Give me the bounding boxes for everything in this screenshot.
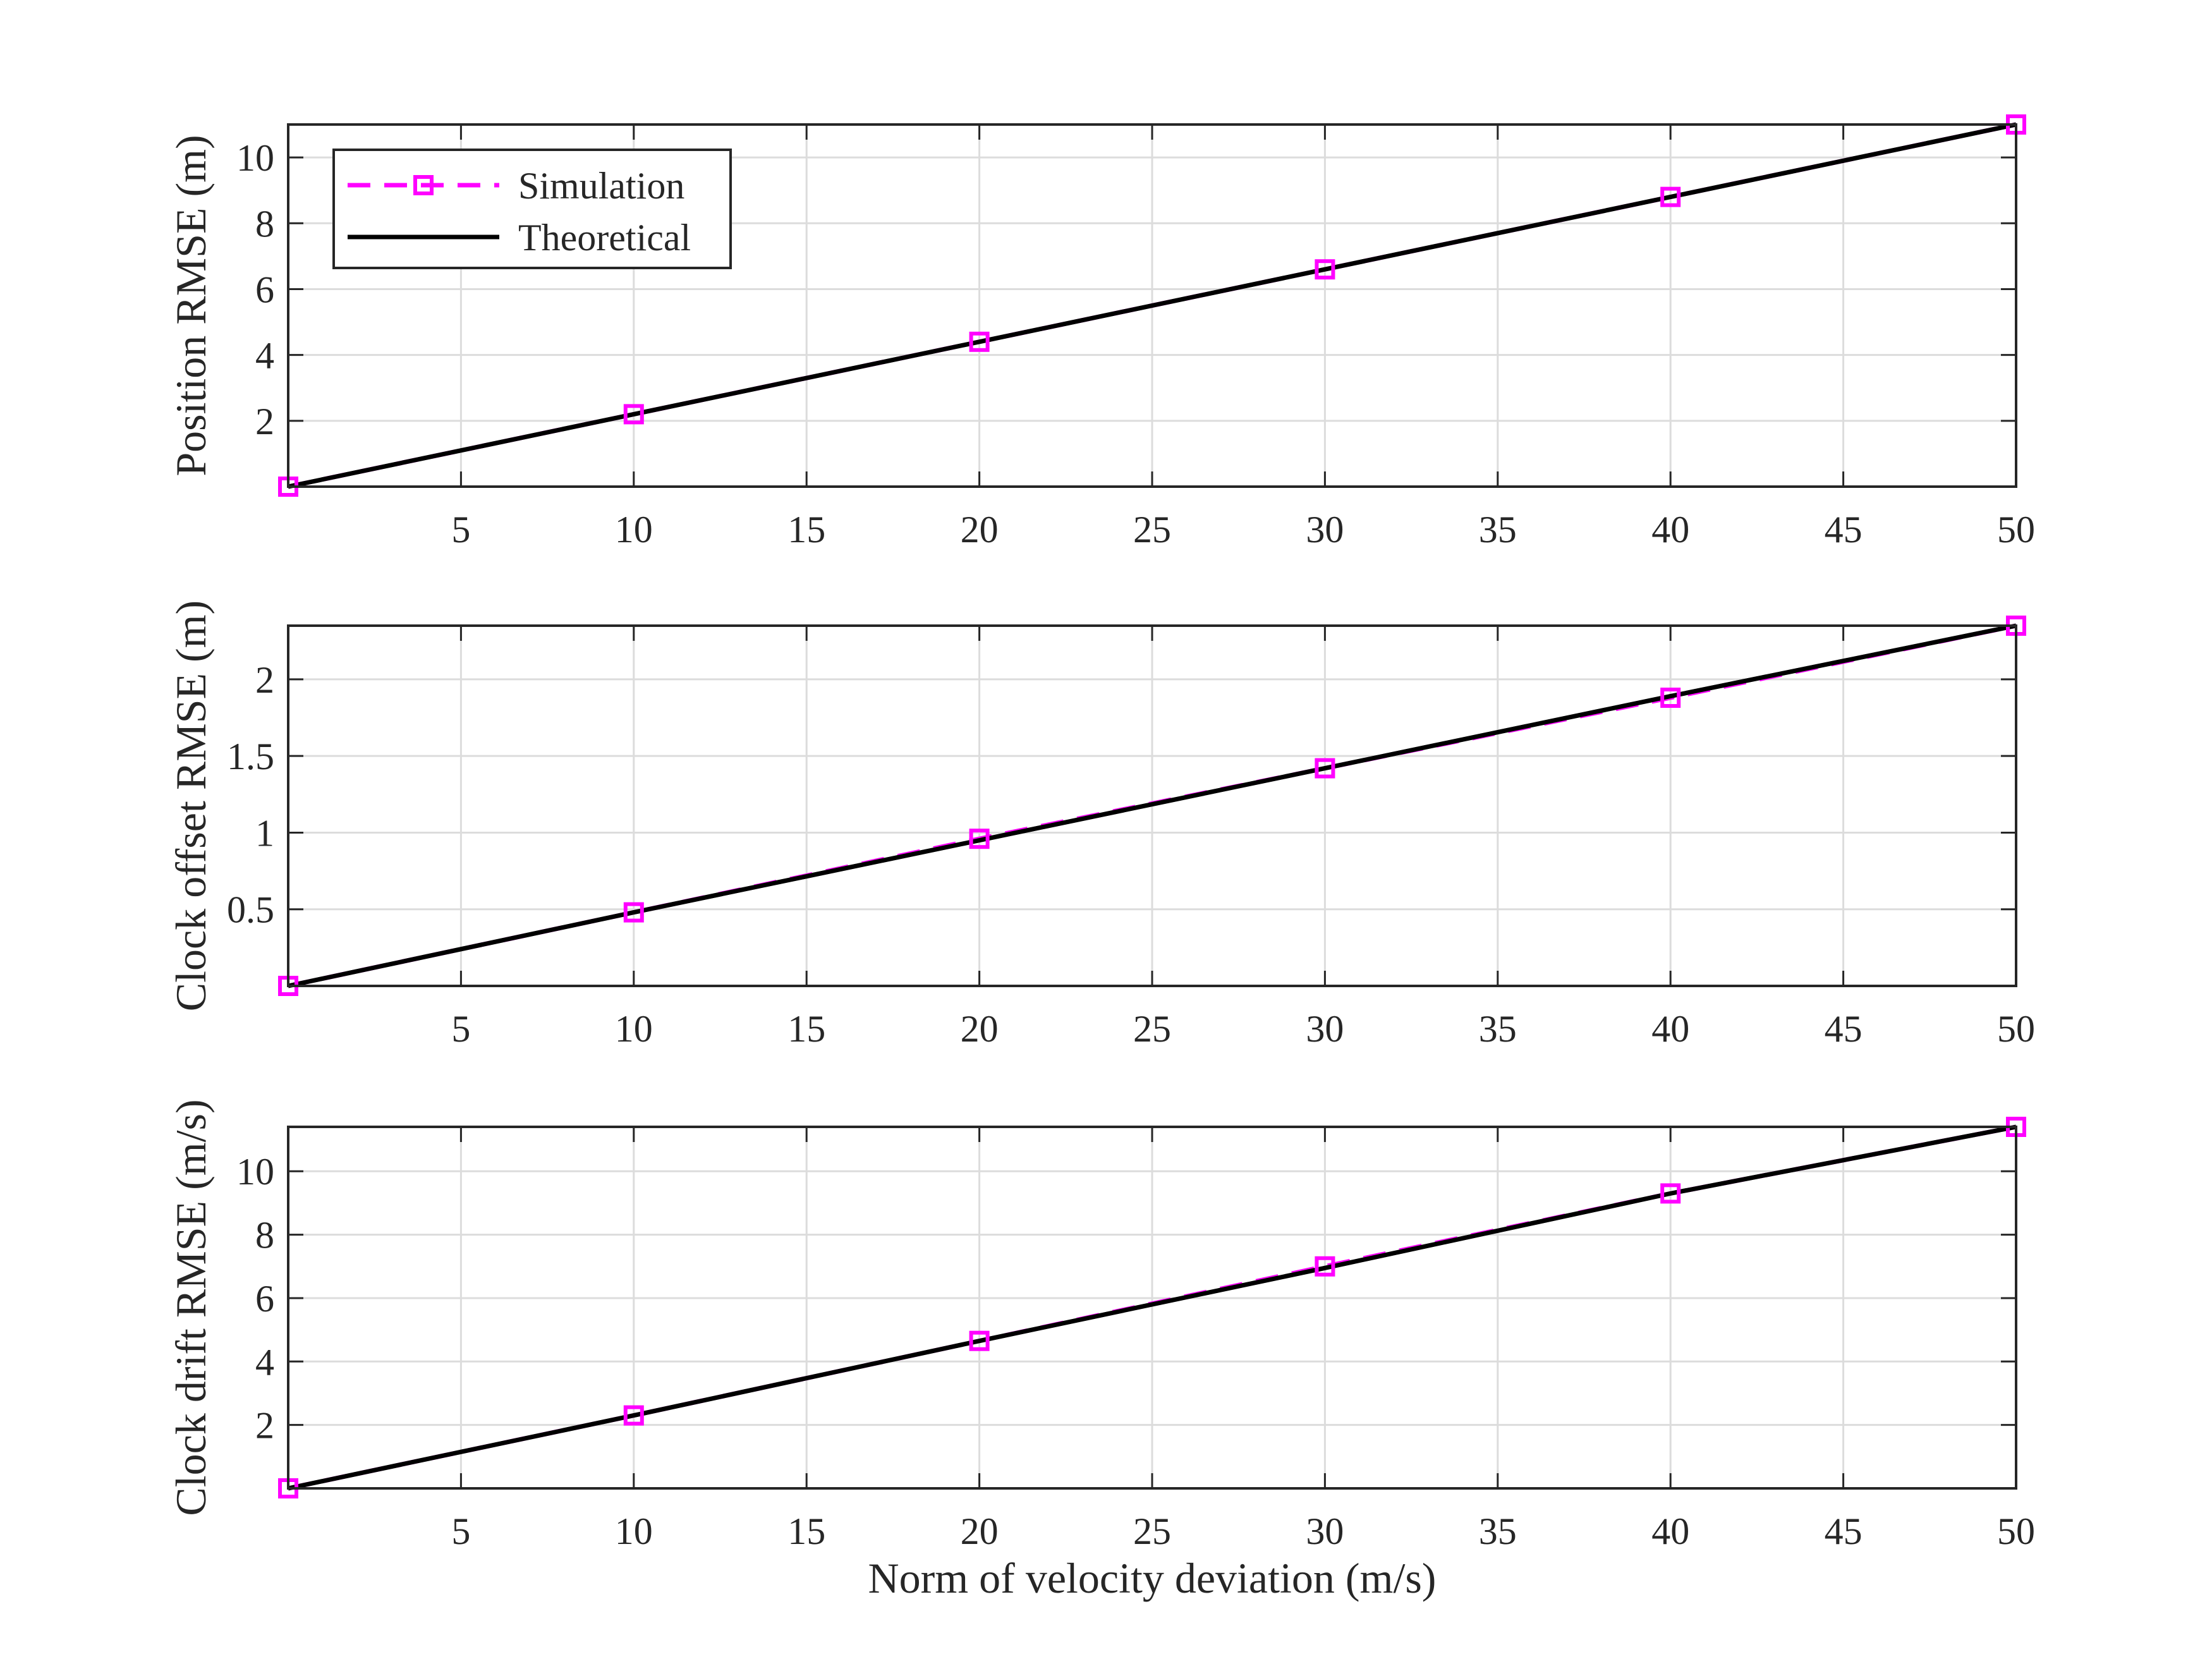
x-tick-label: 20: [961, 1008, 999, 1050]
legend: Simulation Theoretical: [332, 149, 732, 269]
y-tick-label: 10: [236, 137, 274, 179]
x-tick-label: 25: [1133, 1008, 1171, 1050]
y-tick-label: 6: [255, 269, 274, 310]
y-tick-label: 8: [255, 1215, 274, 1256]
y-tick-label: 8: [255, 203, 274, 245]
x-tick-label: 15: [787, 509, 825, 550]
x-tick-label: 50: [1997, 509, 2035, 550]
axes-box: [287, 1126, 2017, 1490]
axes-box: [287, 123, 2017, 488]
data-point-marker: [623, 1405, 644, 1426]
x-tick-label: 35: [1479, 1510, 1517, 1552]
chart-panel-1: 5 10 15 20 25 30 35 40 45 50 2 4 6 8 10 Position RMSE (…: [167, 114, 2035, 550]
y-axis-label: Clock offset RMSE (m): [167, 600, 215, 1011]
legend-marker: [413, 175, 434, 195]
y-axis-label: Position RMSE (m): [167, 135, 215, 476]
y-tick-label: 4: [255, 335, 274, 377]
y-tick-label: 2: [255, 401, 274, 442]
y-tick-label: 2: [255, 1405, 274, 1447]
x-tick-label: 40: [1651, 509, 1689, 550]
y-tick-label: 1.5: [227, 736, 274, 777]
x-tick-label: 20: [961, 509, 999, 550]
x-tick-label: 10: [615, 1510, 653, 1552]
x-tick-label: 30: [1306, 1008, 1344, 1050]
data-point-marker: [1315, 1256, 1335, 1277]
data-point-marker: [969, 829, 990, 849]
x-tick-label: 10: [615, 509, 653, 550]
y-tick-label: 6: [255, 1278, 274, 1320]
data-point-marker: [1660, 688, 1681, 708]
legend-box: [332, 149, 732, 269]
data-point-marker: [969, 1330, 990, 1351]
legend-label-simulation: Simulation: [518, 165, 684, 207]
x-tick-label: 50: [1997, 1008, 2035, 1050]
series-line-theoretical-top: [288, 122, 2017, 489]
x-tick-label: 45: [1825, 1510, 1863, 1552]
x-tick-label: 25: [1133, 1510, 1171, 1552]
data-point-marker: [1660, 186, 1681, 207]
x-tick-label: 35: [1479, 1008, 1517, 1050]
y-tick-label: 1: [255, 812, 274, 854]
y-tick-label: 4: [255, 1341, 274, 1383]
x-tick-label: 30: [1306, 509, 1344, 550]
x-tick-label: 5: [451, 509, 470, 550]
x-tick-label: 40: [1651, 1008, 1689, 1050]
y-tick-label: 2: [255, 659, 274, 701]
x-tick-label: 10: [615, 1008, 653, 1050]
data-point-marker: [1315, 758, 1335, 779]
x-tick-label: 5: [451, 1510, 470, 1552]
x-tick-label: 20: [961, 1510, 999, 1552]
data-point-marker: [623, 902, 644, 923]
series-line-theoretical-top: [288, 1124, 2017, 1491]
series-line-theoretical-top: [288, 623, 2017, 988]
data-point-marker: [1315, 259, 1335, 280]
chart-panel-3: 5 10 15 20 25 30 35 40 45 50 2 4 6 8 10 Clock drift RMS…: [167, 1099, 2035, 1602]
x-tick-label: 5: [451, 1008, 470, 1050]
x-tick-label: 35: [1479, 509, 1517, 550]
data-point-marker: [1660, 1183, 1681, 1204]
y-axis-label: Clock drift RMSE (m/s): [167, 1099, 215, 1516]
x-tick-label: 50: [1997, 1510, 2035, 1552]
x-tick-label: 30: [1306, 1510, 1344, 1552]
x-tick-label: 40: [1651, 1510, 1689, 1552]
data-point-marker: [623, 404, 644, 425]
x-tick-label: 25: [1133, 509, 1171, 550]
x-tick-label: 15: [787, 1510, 825, 1552]
y-tick-label: 10: [236, 1151, 274, 1193]
x-tick-label: 45: [1825, 1008, 1863, 1050]
legend-label-theoretical: Theoretical: [518, 217, 691, 258]
axes-box: [287, 624, 2017, 987]
x-tick-label: 45: [1825, 509, 1863, 550]
x-axis-label: Norm of velocity deviation (m/s): [868, 1554, 1437, 1602]
chart-panel-2: 5 10 15 20 25 30 35 40 45 50 0.5 1 1.5 2 Clock offset …: [167, 600, 2035, 1050]
data-point-marker: [969, 331, 990, 352]
x-tick-label: 15: [787, 1008, 825, 1050]
y-tick-label: 0.5: [227, 889, 274, 931]
